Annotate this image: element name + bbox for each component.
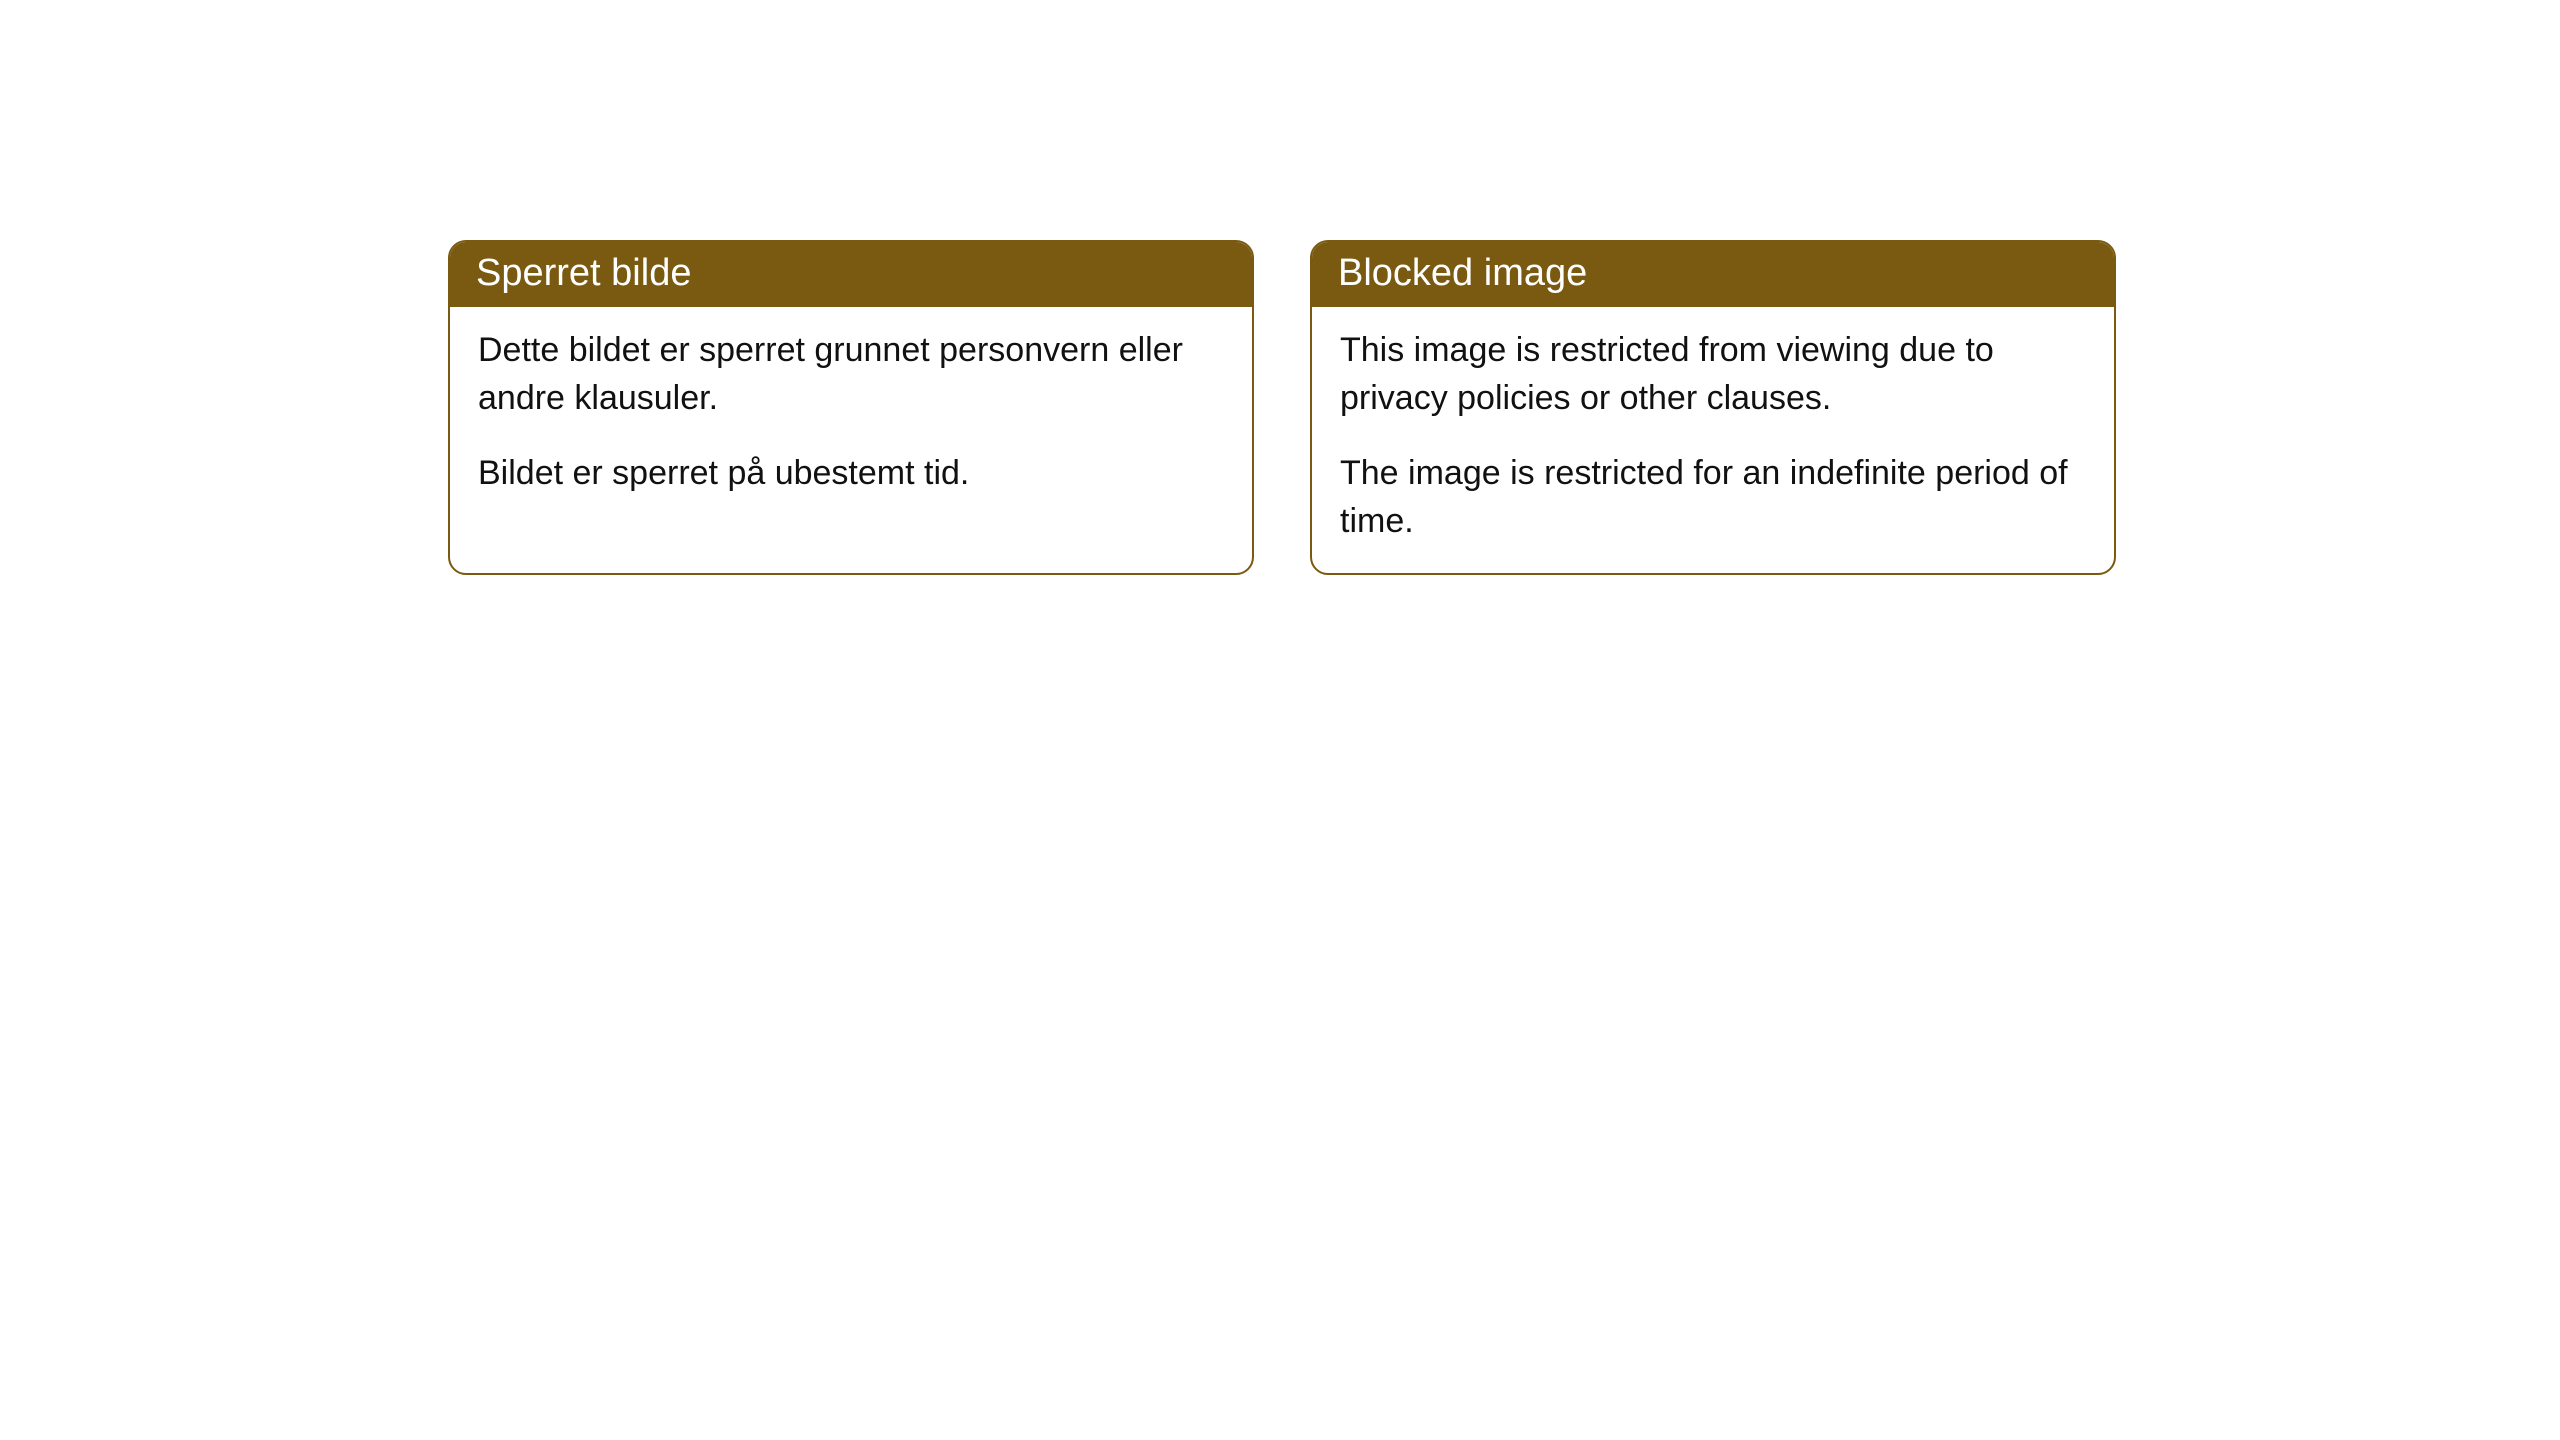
notice-paragraph: This image is restricted from viewing du… [1340, 327, 2086, 422]
notice-body-norwegian: Dette bildet er sperret grunnet personve… [450, 307, 1252, 526]
notice-body-english: This image is restricted from viewing du… [1312, 307, 2114, 573]
notice-paragraph: The image is restricted for an indefinit… [1340, 450, 2086, 545]
notice-header-english: Blocked image [1312, 242, 2114, 307]
notice-card-english: Blocked image This image is restricted f… [1310, 240, 2116, 575]
notice-header-norwegian: Sperret bilde [450, 242, 1252, 307]
notice-paragraph: Bildet er sperret på ubestemt tid. [478, 450, 1224, 498]
notice-cards-container: Sperret bilde Dette bildet er sperret gr… [448, 240, 2116, 575]
notice-paragraph: Dette bildet er sperret grunnet personve… [478, 327, 1224, 422]
notice-card-norwegian: Sperret bilde Dette bildet er sperret gr… [448, 240, 1254, 575]
